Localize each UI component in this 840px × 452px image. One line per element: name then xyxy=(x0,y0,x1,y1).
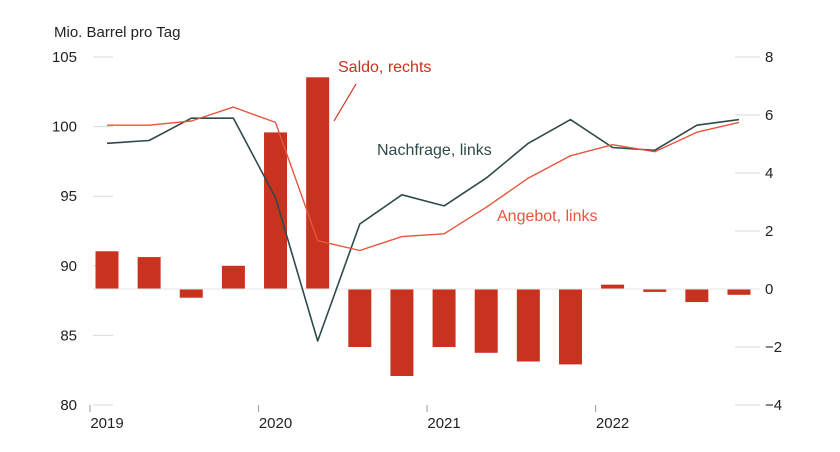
saldo-bar xyxy=(306,77,330,289)
x-tick-label: 2021 xyxy=(427,415,460,432)
saldo-bar xyxy=(474,289,498,353)
left-tick-label: 100 xyxy=(52,119,77,136)
saldo-bar xyxy=(137,257,161,289)
saldo-bar xyxy=(558,289,582,365)
y-axis-left-title: Mio. Barrel pro Tag xyxy=(54,24,180,41)
annotation-angebot: Angebot, links xyxy=(497,208,598,225)
saldo-bar xyxy=(601,284,625,289)
annotations: Saldo, rechts Nachfrage, links Angebot, li… xyxy=(333,59,598,225)
right-tick-label: 4 xyxy=(765,165,773,182)
annotation-nachfrage: Nachfrage, links xyxy=(377,142,492,159)
saldo-bar xyxy=(516,289,540,362)
right-tick-label: 6 xyxy=(765,107,773,124)
x-tick-label: 2020 xyxy=(259,415,292,432)
saldo-bar xyxy=(179,289,203,298)
saldo-bar xyxy=(95,251,119,289)
saldo-bar xyxy=(264,132,288,289)
left-tick-label: 80 xyxy=(60,397,77,414)
saldo-bar xyxy=(221,265,245,289)
right-tick-label: 0 xyxy=(765,281,773,298)
left-tick-label: 105 xyxy=(52,49,77,66)
right-tick-label: −4 xyxy=(765,397,782,414)
right-tick-label: 8 xyxy=(765,49,773,66)
annotation-saldo-pointer xyxy=(333,83,357,122)
x-tick-label: 2022 xyxy=(596,415,629,432)
line-series xyxy=(106,106,740,342)
left-tick-label: 90 xyxy=(60,258,77,275)
right-tick-label: 2 xyxy=(765,223,773,240)
x-tick-label: 2019 xyxy=(90,415,123,432)
saldo-bar xyxy=(685,289,709,303)
saldo-bar xyxy=(390,289,414,376)
right-axis-ticks: −4 −2 0 2 4 6 8 xyxy=(735,49,782,414)
left-tick-label: 85 xyxy=(60,327,77,344)
saldo-bar xyxy=(432,289,456,347)
x-axis-ticks: 2019 2020 2021 2022 xyxy=(89,405,629,432)
annotation-saldo: Saldo, rechts xyxy=(338,59,431,76)
left-axis-ticks: 80 85 90 95 100 105 xyxy=(52,49,113,414)
saldo-bar xyxy=(727,289,751,295)
saldo-bar xyxy=(348,289,372,347)
saldo-bar xyxy=(643,289,667,292)
saldo-bars xyxy=(95,77,751,376)
left-tick-label: 95 xyxy=(60,188,77,205)
right-tick-label: −2 xyxy=(765,339,782,356)
angebot-line xyxy=(107,106,740,252)
